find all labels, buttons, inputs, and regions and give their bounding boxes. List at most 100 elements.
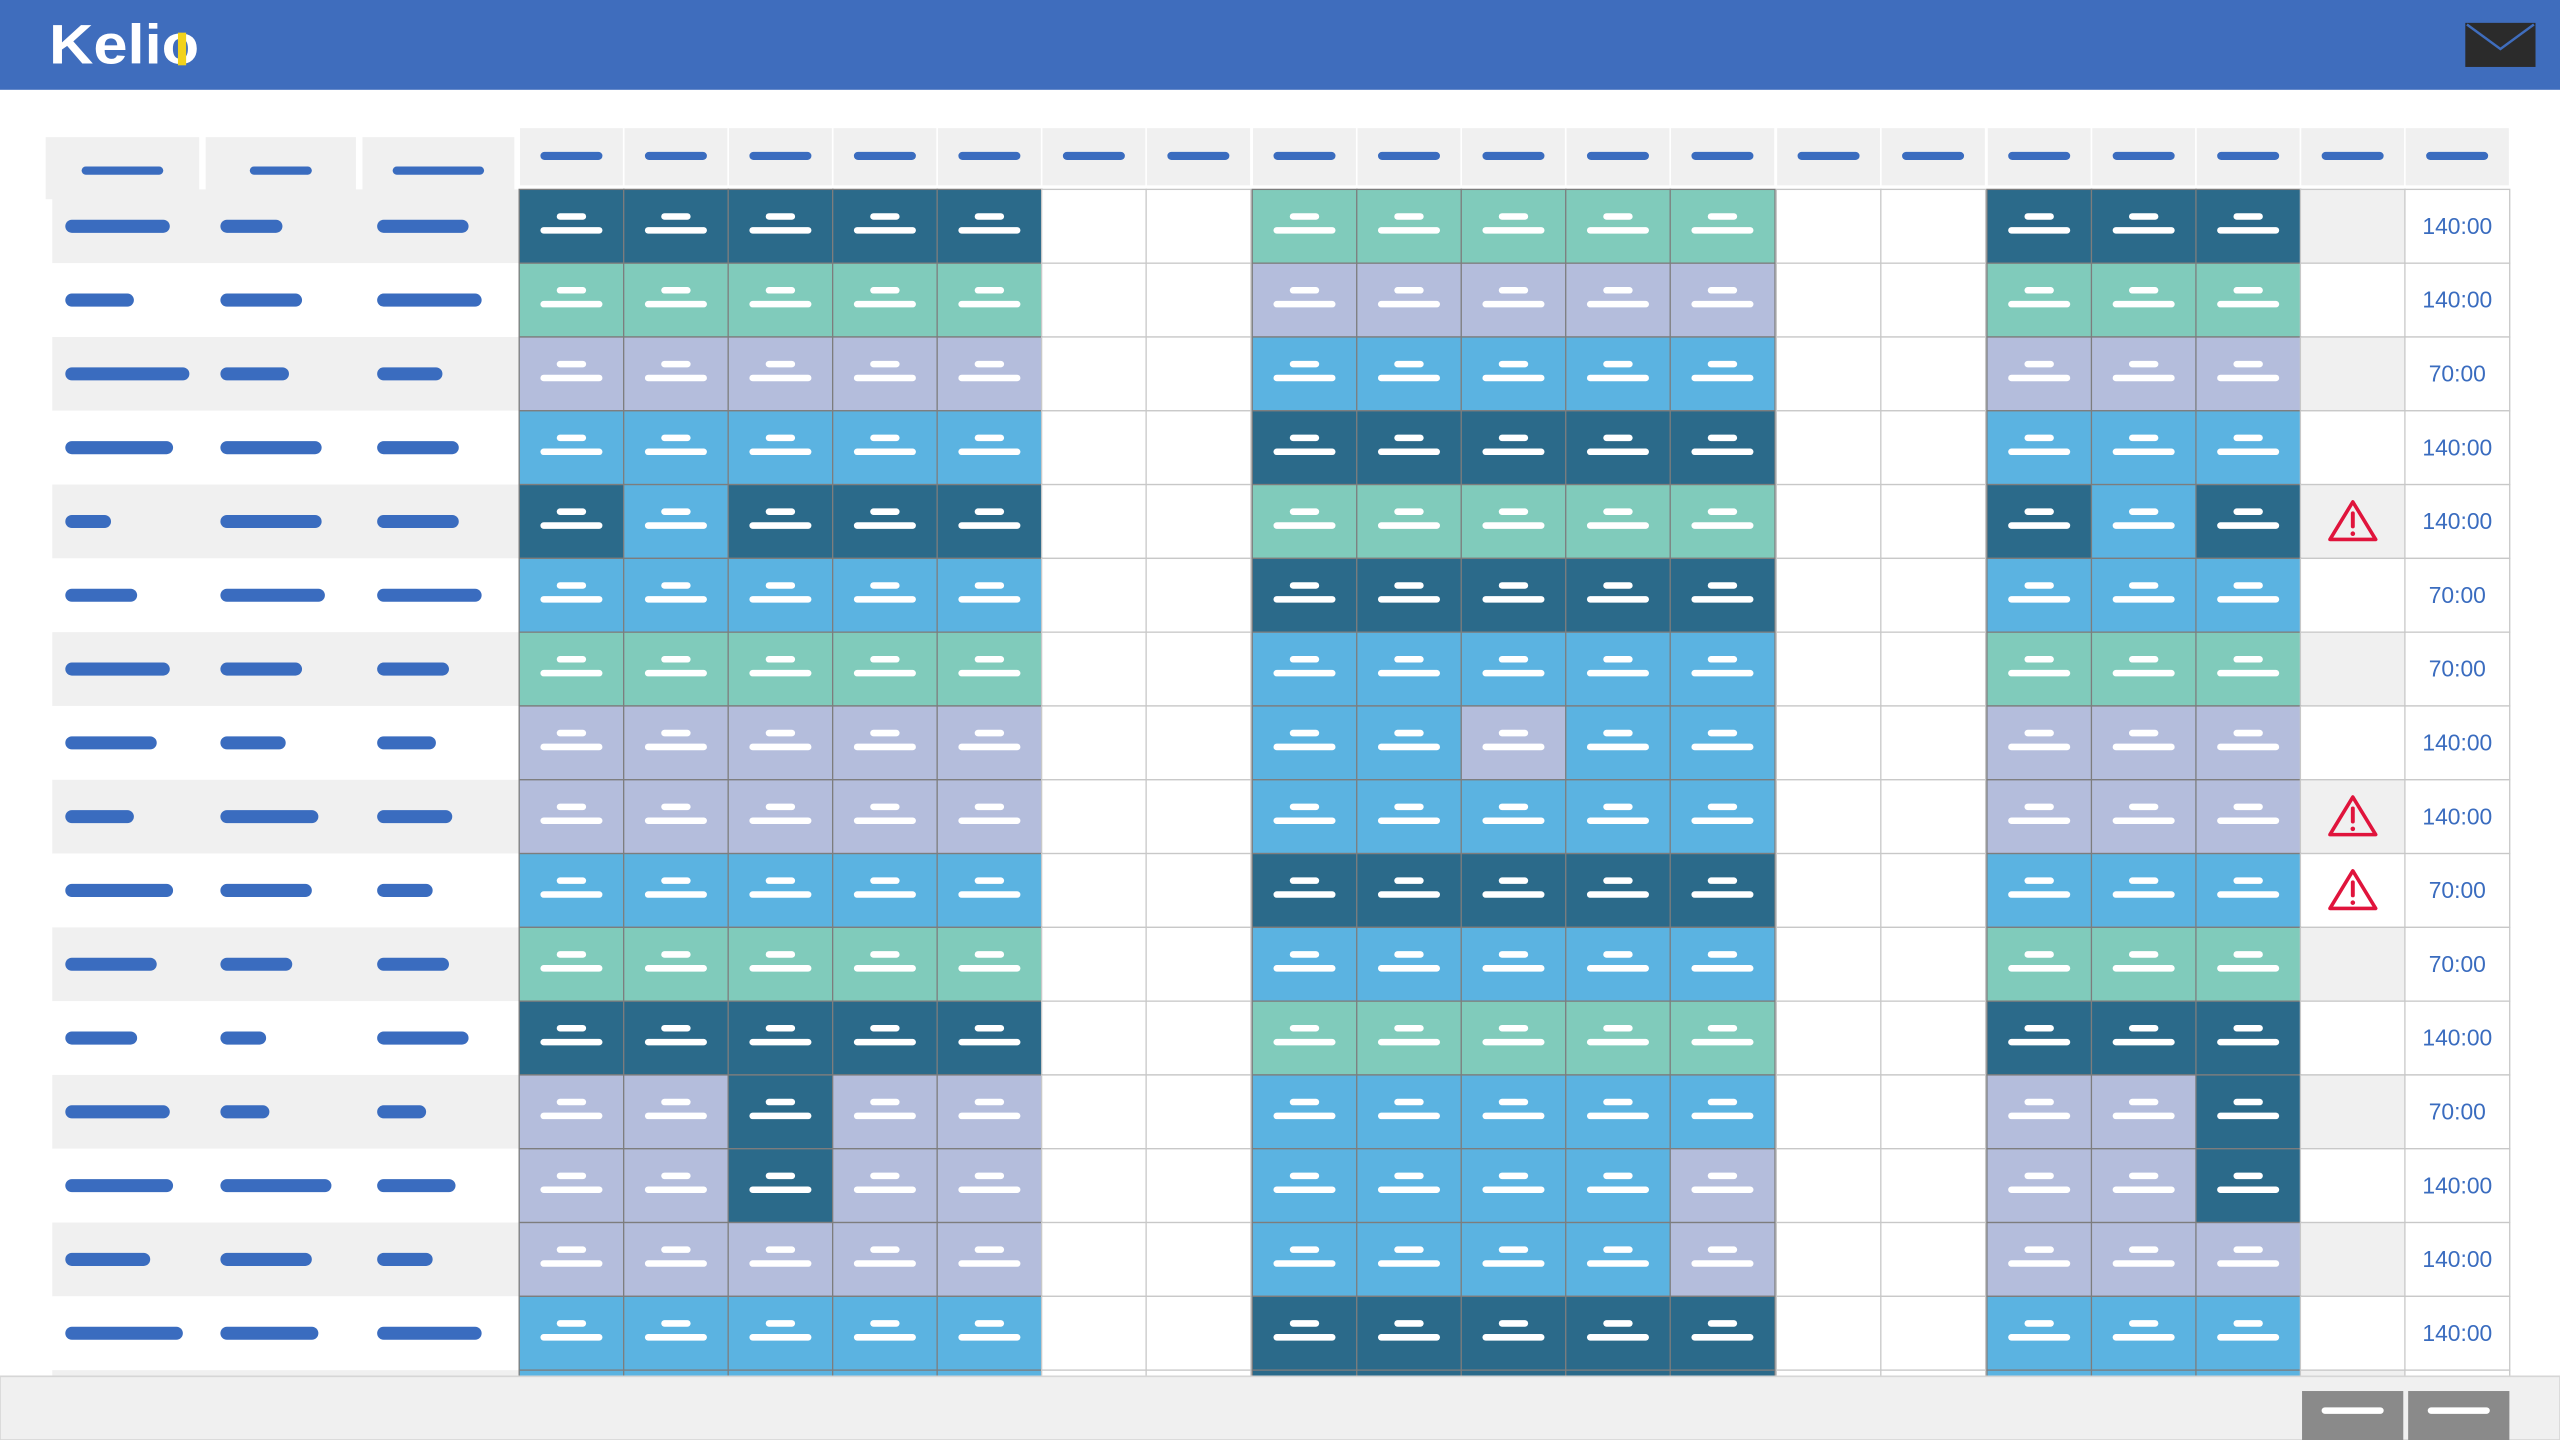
shift-cell (1356, 262, 1463, 338)
shift-cell (936, 483, 1043, 560)
shift-label-placeholder (2024, 287, 2054, 294)
shift-label-placeholder (1691, 1038, 1754, 1046)
shift-cell (1251, 779, 1358, 855)
shift-cell (1251, 926, 1358, 1002)
shift-label-placeholder (1603, 1098, 1633, 1106)
total-cell (2404, 779, 2511, 855)
shift-cell (1356, 631, 1463, 707)
shift-label-placeholder (1394, 1024, 1424, 1032)
shift-cell (1986, 705, 2093, 781)
weekend-cell (1040, 1221, 1148, 1297)
shift-label-placeholder (2217, 374, 2280, 382)
shift-cell (1986, 852, 2093, 928)
weekend-cell (1880, 410, 1987, 486)
button[interactable] (2302, 1391, 2404, 1440)
shift-label-placeholder (2008, 596, 2071, 603)
shift-label-placeholder (2112, 374, 2175, 382)
shift-cell (1460, 188, 1567, 264)
total-hours: 140:00 (2422, 434, 2492, 460)
shift-cell (727, 483, 834, 560)
shift-cell (832, 1221, 939, 1297)
footer-button[interactable] (2408, 1391, 2510, 1440)
employee-field-placeholder (65, 441, 174, 455)
shift-label-placeholder (853, 965, 916, 972)
weekend-cell (1040, 483, 1148, 560)
planning-row: 70:00 (52, 1074, 2511, 1150)
shift-label-placeholder (556, 1024, 587, 1032)
employee-field-placeholder (377, 441, 459, 455)
shift-label-placeholder (1289, 360, 1320, 368)
shift-cell (1251, 705, 1358, 781)
shift-label-placeholder (1586, 891, 1649, 898)
shift-cell (623, 1148, 730, 1224)
shift-label-placeholder (1707, 1098, 1738, 1106)
shift-label-placeholder (2128, 360, 2159, 368)
warning-dot (2350, 900, 2356, 905)
shift-cell (1460, 1221, 1567, 1297)
day-label-placeholder (2321, 151, 2384, 160)
day-label-placeholder (1902, 151, 1965, 160)
shift-label-placeholder (644, 374, 707, 382)
footer-button[interactable] (2302, 1391, 2404, 1440)
shift-cell (518, 410, 625, 486)
shift-label-placeholder (1586, 817, 1649, 824)
shift-label-placeholder (1394, 1246, 1424, 1253)
planning-row: 70:00 (52, 336, 2511, 412)
total-hours: 70:00 (2429, 361, 2486, 387)
shift-label-placeholder (749, 374, 812, 382)
weekend-cell (1880, 852, 1987, 928)
shift-label-placeholder (661, 1098, 691, 1106)
shift-label-placeholder (1691, 522, 1754, 529)
shift-label-placeholder (1482, 300, 1545, 308)
total-hours: 70:00 (2429, 1099, 2486, 1125)
planning-row: 140:00 (52, 705, 2511, 781)
shift-cell (1669, 336, 1776, 412)
shift-label-placeholder (1273, 300, 1336, 308)
shift-label-placeholder (958, 965, 1021, 972)
day-label-placeholder (2217, 151, 2280, 160)
shift-label-placeholder (540, 1112, 603, 1120)
shift-label-placeholder (2008, 669, 2071, 677)
shift-label-placeholder (1586, 669, 1649, 677)
mail-body[interactable] (2465, 22, 2536, 67)
shift-label-placeholder (2128, 1246, 2159, 1253)
total-cell (2404, 1000, 2511, 1076)
shift-label-placeholder (2112, 1334, 2175, 1341)
shift-cell (832, 779, 939, 855)
header-label-placeholder (81, 166, 164, 175)
button[interactable] (2408, 1391, 2510, 1440)
mail-icon[interactable] (2465, 22, 2536, 67)
employee-field-placeholder (65, 883, 174, 897)
weekend-cell (1145, 483, 1252, 560)
shift-label-placeholder (749, 1186, 812, 1193)
total-cell (2404, 631, 2511, 707)
shift-label-placeholder (1377, 1112, 1440, 1120)
employee-field-placeholder (220, 1179, 332, 1193)
shift-label-placeholder (2008, 1038, 2071, 1046)
shift-cell (1986, 926, 2093, 1002)
shift-label-placeholder (958, 1260, 1021, 1267)
employee-field-placeholder (377, 810, 453, 824)
shift-cell (936, 1000, 1043, 1076)
planning-row: 140:00 (52, 1295, 2511, 1371)
total-cell (2404, 705, 2511, 781)
shift-label-placeholder (749, 669, 812, 677)
shift-cell (1565, 1148, 1672, 1224)
shift-label-placeholder (2024, 729, 2054, 737)
shift-label-placeholder (765, 213, 796, 220)
weekend-cell (1145, 1295, 1252, 1371)
logo-accent (177, 32, 187, 66)
weekend-cell (1040, 336, 1148, 412)
shift-label-placeholder (2217, 1038, 2280, 1046)
shift-label-placeholder (853, 596, 916, 603)
shift-label-placeholder (2112, 891, 2175, 898)
shift-cell (727, 1074, 834, 1150)
shift-label-placeholder (1394, 1172, 1424, 1180)
shift-label-placeholder (2217, 596, 2280, 603)
shift-label-placeholder (1586, 596, 1649, 603)
shift-cell (936, 262, 1043, 338)
alert-cell (2299, 1295, 2406, 1371)
planning-row: 70:00 (52, 852, 2511, 928)
shift-cell (623, 336, 730, 412)
day-label-placeholder (1273, 151, 1336, 160)
